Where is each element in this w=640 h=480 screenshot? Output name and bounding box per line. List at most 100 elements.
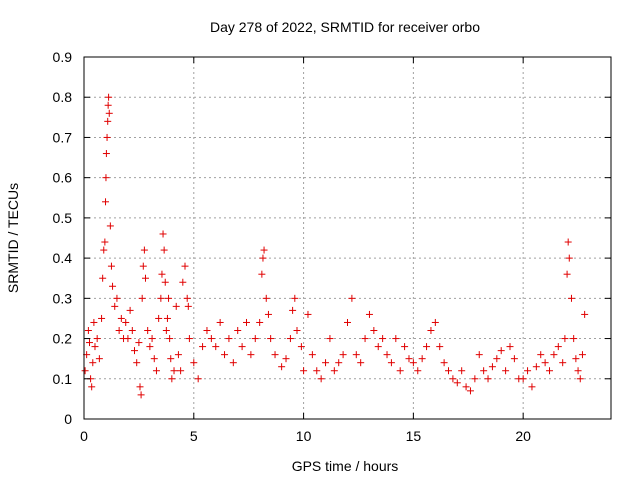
- x-tick-label: 20: [515, 428, 531, 444]
- data-point: [370, 327, 378, 335]
- data-point: [576, 375, 584, 383]
- data-point: [100, 246, 108, 254]
- data-point: [564, 238, 572, 246]
- data-point: [238, 343, 246, 351]
- data-point: [128, 327, 136, 335]
- data-point: [445, 367, 453, 375]
- data-point: [493, 355, 501, 363]
- y-tick-label: 0.8: [53, 89, 73, 105]
- data-point: [532, 363, 540, 371]
- data-point: [260, 246, 268, 254]
- data-point: [139, 262, 147, 270]
- data-point: [264, 310, 272, 318]
- data-point: [506, 343, 514, 351]
- y-tick-label: 0: [64, 411, 72, 427]
- data-point: [374, 343, 382, 351]
- data-point: [537, 351, 545, 359]
- data-point: [497, 347, 505, 355]
- data-point: [431, 318, 439, 326]
- data-point: [167, 355, 175, 363]
- data-point: [159, 230, 167, 238]
- data-point: [166, 335, 174, 343]
- data-point: [578, 351, 586, 359]
- data-point: [484, 375, 492, 383]
- data-point: [165, 294, 173, 302]
- data-point: [258, 270, 266, 278]
- data-point: [181, 262, 189, 270]
- grid: [84, 57, 611, 419]
- data-point: [91, 343, 99, 351]
- data-point: [565, 254, 573, 262]
- data-point: [409, 359, 417, 367]
- data-point: [475, 351, 483, 359]
- data-point: [480, 367, 488, 375]
- data-point: [278, 363, 286, 371]
- data-point: [172, 302, 180, 310]
- data-point: [105, 93, 113, 101]
- data-point: [144, 327, 152, 335]
- data-point: [436, 343, 444, 351]
- data-point: [519, 375, 527, 383]
- data-point: [163, 314, 171, 322]
- data-point: [194, 375, 202, 383]
- data-point: [383, 351, 391, 359]
- data-point: [183, 294, 191, 302]
- data-point: [423, 343, 431, 351]
- y-tick-label: 0.5: [53, 210, 73, 226]
- data-point: [113, 294, 121, 302]
- data-point: [155, 314, 163, 322]
- data-point: [89, 359, 97, 367]
- data-point: [229, 359, 237, 367]
- data-point: [581, 310, 589, 318]
- data-point: [85, 339, 93, 347]
- data-point: [90, 318, 98, 326]
- y-tick-label: 0.9: [53, 49, 73, 65]
- data-point: [170, 367, 178, 375]
- data-point: [471, 375, 479, 383]
- data-point: [152, 367, 160, 375]
- y-tick-label: 0.2: [53, 331, 73, 347]
- data-point: [357, 359, 365, 367]
- data-point: [304, 310, 312, 318]
- data-point: [81, 367, 89, 375]
- data-point: [242, 318, 250, 326]
- data-point: [361, 335, 369, 343]
- data-point: [300, 367, 308, 375]
- data-point: [344, 318, 351, 326]
- data-point: [510, 355, 518, 363]
- data-point: [190, 359, 198, 367]
- data-point: [140, 246, 148, 254]
- data-point: [449, 375, 457, 383]
- data-point: [98, 314, 106, 322]
- data-point: [102, 198, 110, 206]
- data-point: [570, 335, 578, 343]
- y-tick-label: 0.1: [53, 371, 73, 387]
- data-point: [554, 343, 562, 351]
- data-point: [158, 270, 166, 278]
- data-point: [289, 306, 297, 314]
- data-point: [488, 363, 496, 371]
- data-point: [574, 367, 582, 375]
- data-point: [293, 327, 301, 335]
- data-point: [109, 282, 117, 290]
- data-point: [365, 310, 373, 318]
- data-point: [126, 306, 134, 314]
- data-point: [117, 314, 125, 322]
- data-point: [93, 335, 101, 343]
- data-point: [162, 327, 170, 335]
- data-point: [103, 133, 111, 141]
- data-point: [563, 270, 571, 278]
- data-point: [524, 367, 532, 375]
- data-point: [339, 351, 347, 359]
- data-point: [440, 359, 448, 367]
- y-axis-label: SRMTID / TECUs: [5, 183, 21, 293]
- data-point: [88, 383, 96, 391]
- data-point: [462, 383, 470, 391]
- data-point: [291, 294, 299, 302]
- data-point: [105, 109, 113, 117]
- data-point: [133, 359, 141, 367]
- data-point: [414, 367, 422, 375]
- data-point: [106, 222, 114, 230]
- data-point: [84, 327, 92, 335]
- data-point: [313, 367, 321, 375]
